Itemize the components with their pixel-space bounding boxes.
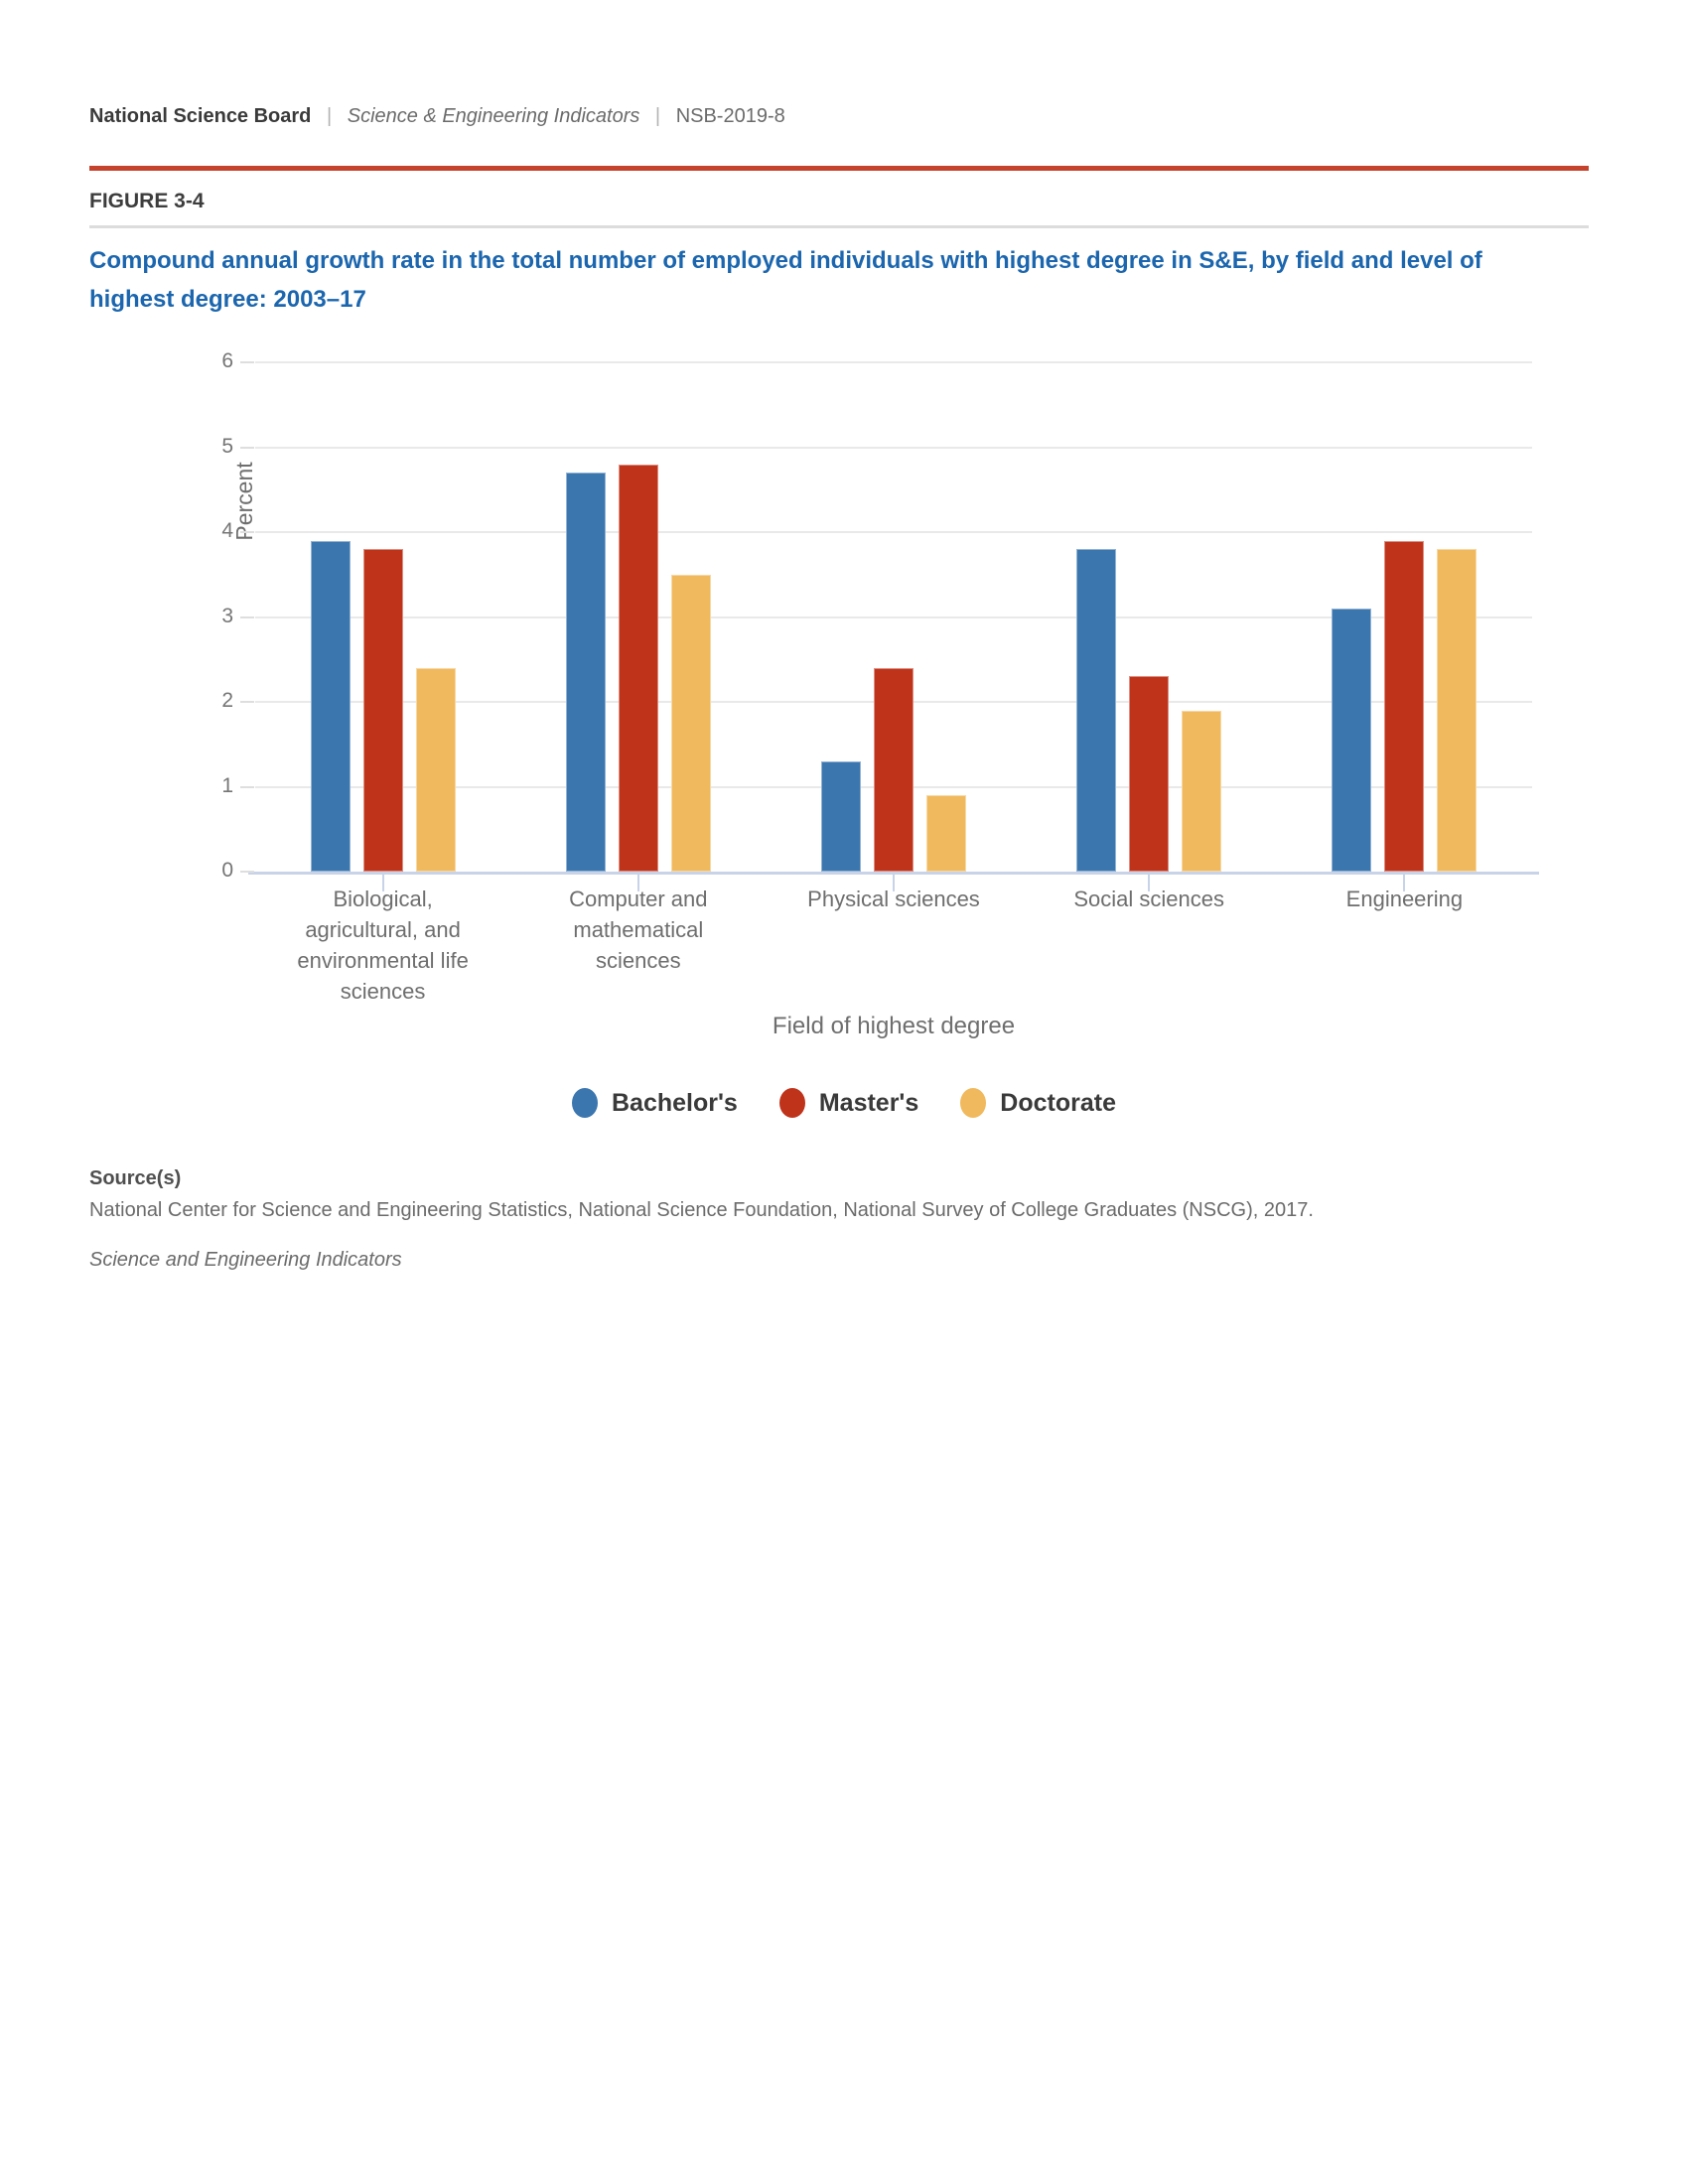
bar-group (1315, 362, 1493, 872)
x-axis-category-label: Social sciences (1073, 887, 1224, 911)
header-doc-id: NSB-2019-8 (675, 105, 785, 127)
legend-label: Master's (818, 1088, 919, 1117)
bar-masters (1384, 540, 1425, 872)
x-axis-category-label: Computer and mathematical sciences (569, 887, 708, 973)
bar-group (804, 362, 983, 872)
figure-title: Compound annual growth rate in the total… (89, 241, 1482, 319)
bar-doctorate (670, 574, 711, 872)
y-axis-tick-mark (240, 701, 254, 703)
y-axis-tick-label: 4 (221, 519, 233, 542)
gridline (255, 446, 1532, 449)
header-separator: | (654, 105, 661, 127)
y-axis-tick-mark (240, 785, 254, 788)
x-axis-tick-mark (636, 875, 639, 891)
bar-masters (874, 667, 914, 872)
figure-label: FIGURE 3-4 (89, 190, 205, 212)
x-axis-tick-mark (1148, 875, 1151, 891)
y-axis-tick-mark (240, 531, 254, 533)
y-axis-tick-mark (240, 615, 254, 618)
bar-doctorate (1437, 549, 1477, 872)
y-axis-tick-label: 2 (221, 689, 233, 712)
bar-bachelors (310, 540, 351, 872)
legend-item-bachelors: Bachelor's (572, 1088, 738, 1118)
figure-title-line-1: Compound annual growth rate in the total… (89, 247, 1482, 274)
x-axis-category-label: Engineering (1345, 887, 1464, 911)
y-axis-tick-label: 5 (221, 434, 233, 458)
y-axis-tick-label: 3 (221, 604, 233, 627)
header-publication: Science & Engineering Indicators (347, 105, 640, 127)
bar-doctorate (1182, 710, 1222, 872)
x-axis-category-label: Physical sciences (807, 887, 980, 911)
bar-bachelors (1332, 608, 1372, 872)
gridline (255, 361, 1532, 363)
document-header: National Science Board | Science & Engin… (89, 105, 785, 128)
source-heading: Source(s) (89, 1167, 182, 1189)
x-axis-tick-mark (893, 875, 895, 891)
legend-marker-icon (778, 1088, 805, 1118)
bar-bachelors (565, 473, 606, 872)
bar-masters (618, 464, 658, 872)
legend-marker-icon (572, 1088, 598, 1118)
accent-rule (89, 166, 1589, 171)
y-axis-tick-label: 6 (221, 349, 233, 372)
gridline (255, 615, 1532, 618)
x-axis-category-label: Biological, agricultural, and environmen… (297, 887, 469, 1004)
x-axis-tick-mark (1403, 875, 1406, 891)
bar-chart: Percent Field of highest degree Bachelor… (89, 328, 1599, 1166)
y-axis-tick-mark (240, 361, 254, 363)
figure-title-line-2: highest degree: 2003–17 (89, 286, 366, 313)
bar-group (294, 362, 473, 872)
y-axis-tick-label: 0 (221, 859, 233, 882)
header-brand: National Science Board (89, 105, 312, 127)
legend-label: Bachelor's (612, 1088, 738, 1117)
chart-legend: Bachelor's Master's Doctorate (89, 1088, 1599, 1118)
bar-group (549, 362, 728, 872)
source-text: National Center for Science and Engineer… (89, 1199, 1314, 1221)
header-separator: | (326, 105, 333, 127)
legend-marker-icon (960, 1088, 987, 1118)
bar-group (1059, 362, 1238, 872)
x-axis-title: Field of highest degree (772, 1013, 1016, 1039)
legend-item-masters: Master's (778, 1088, 919, 1118)
y-axis-tick-mark (240, 446, 254, 449)
source-publication: Science and Engineering Indicators (89, 1249, 402, 1271)
bar-masters (1129, 676, 1170, 872)
x-axis-tick-mark (381, 875, 384, 891)
bar-masters (362, 549, 403, 872)
bar-doctorate (926, 795, 966, 872)
divider-rule (89, 225, 1589, 228)
x-axis-line (248, 872, 1539, 875)
legend-item-doctorate: Doctorate (960, 1088, 1116, 1118)
y-axis-tick-mark (240, 871, 254, 873)
legend-label: Doctorate (1000, 1088, 1116, 1117)
bar-bachelors (821, 760, 861, 872)
bar-bachelors (1076, 549, 1117, 872)
y-axis-tick-label: 1 (221, 773, 233, 797)
gridline (255, 531, 1532, 533)
bar-doctorate (415, 667, 456, 872)
